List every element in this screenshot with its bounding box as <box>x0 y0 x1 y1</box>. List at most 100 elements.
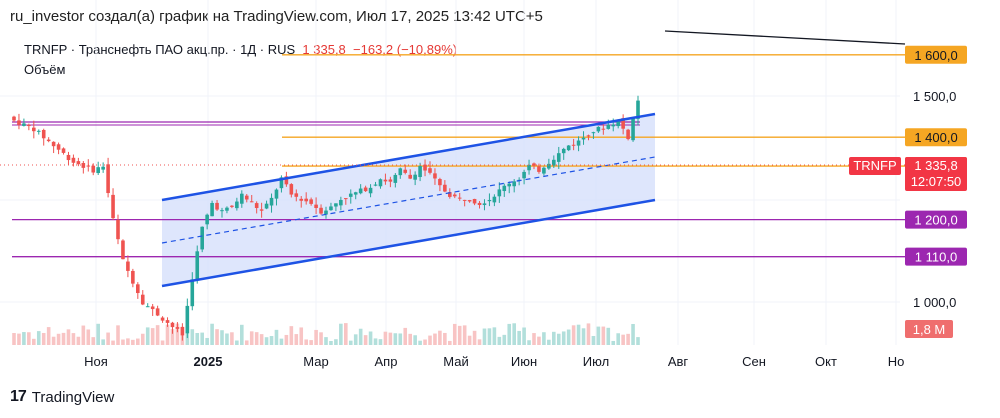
volume-bar <box>145 327 150 345</box>
trend-line[interactable] <box>664 30 906 45</box>
candle-body <box>462 199 467 201</box>
channel-lower-line[interactable] <box>161 198 656 288</box>
volume-bar <box>408 333 412 345</box>
candle-body <box>339 199 343 206</box>
volume-bar <box>631 323 635 345</box>
volume-bar <box>61 332 66 345</box>
volume-bar <box>556 333 561 345</box>
volume-bar <box>611 340 616 345</box>
volume-bar <box>36 331 41 345</box>
level-tag-label: 1 110,0 <box>915 250 957 265</box>
volume-bar <box>398 333 403 345</box>
candle-body <box>423 164 427 171</box>
channel-mid-line[interactable] <box>161 156 656 244</box>
volume-bar <box>626 333 630 345</box>
candle-body <box>363 187 368 192</box>
candle-body <box>552 159 556 166</box>
volume-tag-label: 1,8 M <box>913 322 946 337</box>
candle-body <box>373 184 378 186</box>
volume-bar <box>457 325 462 345</box>
volume-bar <box>126 338 130 345</box>
candle-body <box>467 200 472 202</box>
level-tag-label: 1 600,0 <box>914 48 957 63</box>
candle-body <box>492 196 497 203</box>
candle-body <box>111 194 115 219</box>
footer-brand[interactable]: 17 TradingView <box>10 388 114 406</box>
volume-bar <box>368 331 373 345</box>
legend-name: Транснефть ПАО акц.пр. <box>78 42 229 57</box>
volume-bar <box>581 328 586 345</box>
volume-bar <box>41 332 46 345</box>
volume-bar <box>51 336 56 345</box>
brand-name: TradingView <box>31 388 115 406</box>
volume-bar <box>393 333 398 345</box>
candle-body <box>329 206 333 211</box>
candle-body <box>512 181 516 187</box>
volume-bar <box>215 329 219 345</box>
candle-body <box>319 207 323 214</box>
candle-body <box>581 137 586 140</box>
candle-body <box>324 210 328 215</box>
candle-body <box>507 183 512 187</box>
x-tick-label: 2025 <box>194 354 223 369</box>
volume-bar <box>492 327 497 345</box>
volume-bar <box>299 327 304 345</box>
channel-upper-line[interactable] <box>161 112 656 202</box>
volume-bar <box>12 333 16 345</box>
volume-bar <box>22 332 26 345</box>
candle-body <box>155 308 160 316</box>
candle-body <box>145 306 150 308</box>
volume-bar <box>160 340 165 345</box>
candle-body <box>220 210 224 212</box>
volume-bar <box>294 334 299 345</box>
volume-bar <box>76 336 81 345</box>
volume-bar <box>225 333 229 345</box>
x-tick-label: Ноя <box>84 354 108 369</box>
candle-body <box>611 124 616 127</box>
candle-body <box>51 141 56 147</box>
candle-body <box>368 187 373 194</box>
volume-bar <box>462 325 467 345</box>
candle-body <box>200 226 204 250</box>
candle-body <box>477 202 482 206</box>
candle-body <box>452 194 457 197</box>
volume-bar <box>621 334 625 345</box>
volume-bar <box>56 333 61 345</box>
volume-bar <box>497 336 502 345</box>
volume-bar <box>378 339 383 345</box>
volume-bar <box>512 323 516 345</box>
volume-bar <box>200 332 204 345</box>
volume-bar <box>561 331 566 345</box>
candle-body <box>36 130 41 132</box>
candle-body <box>150 306 155 310</box>
volume-bar <box>601 326 606 345</box>
candle-body <box>448 192 452 197</box>
channel-fill <box>162 114 655 286</box>
volume-bar <box>482 328 487 345</box>
candle-body <box>457 197 462 199</box>
legend-last-price: 1 335,8 <box>302 42 346 57</box>
legend-interval: 1Д <box>240 42 257 57</box>
volume-bar <box>448 340 452 345</box>
x-tick-label: Мар <box>303 354 328 369</box>
candle-body <box>269 197 274 206</box>
candle-body <box>636 100 640 119</box>
legend-symbol[interactable]: TRNFP <box>24 42 68 57</box>
candle-body <box>433 173 437 179</box>
volume-bar <box>254 332 259 345</box>
volume-bar <box>91 337 96 345</box>
volume-bars <box>12 323 640 345</box>
candle-body <box>195 251 200 280</box>
candle-body <box>596 126 601 132</box>
volume-bar <box>344 323 348 345</box>
volume-bar <box>596 326 601 345</box>
candle-body <box>66 154 71 161</box>
volume-bar <box>46 327 51 345</box>
candle-body <box>17 120 21 125</box>
candle-body <box>586 135 591 137</box>
candle-body <box>27 124 31 127</box>
volume-bar <box>96 323 100 345</box>
candle-body <box>185 305 190 334</box>
volume-bar <box>259 334 264 345</box>
